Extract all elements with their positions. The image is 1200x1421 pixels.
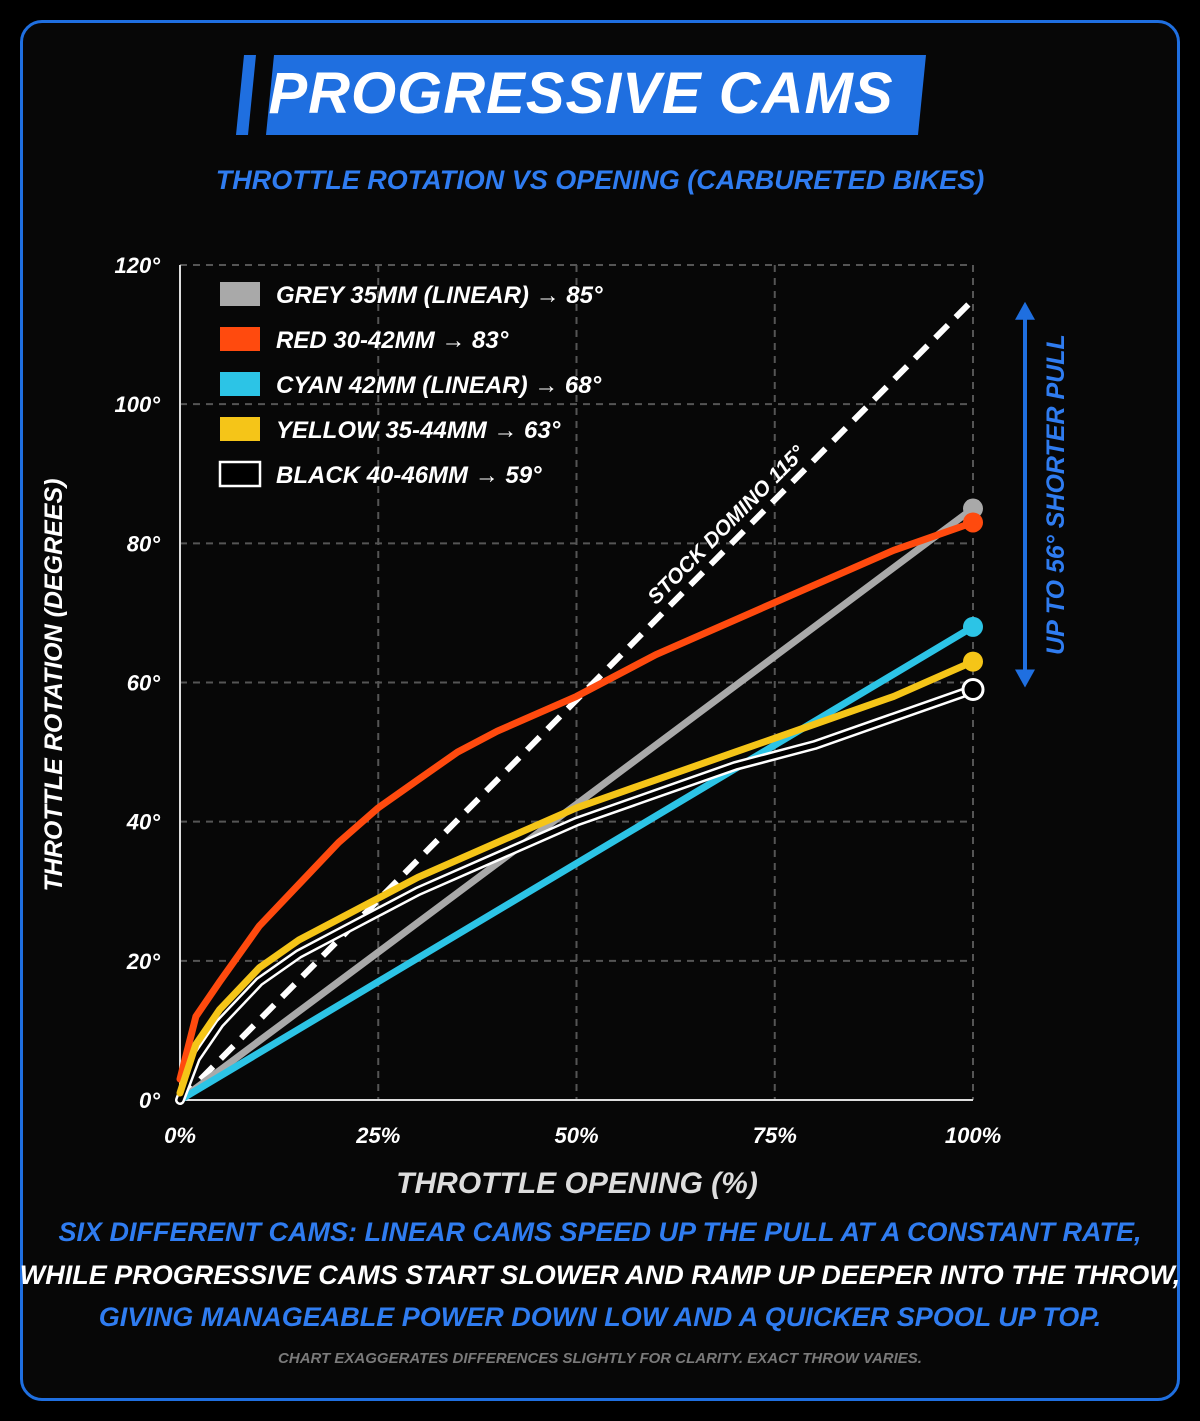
caption-line-2: WHILE PROGRESSIVE CAMS START SLOWER AND …	[19, 1260, 1181, 1290]
legend-label-yellow: YELLOW 35-44MM → 63°	[276, 417, 561, 444]
legend-swatch-yellow	[220, 417, 260, 441]
chart-canvas: 0° 20° 40° 60° 80° 100° 120° 0% 25% 50% 75% 100% THR…	[40, 253, 1070, 1200]
legend-swatch-grey	[220, 282, 260, 306]
x-tick-label: 25%	[355, 1123, 400, 1148]
x-tick-label: 0%	[164, 1123, 196, 1148]
chart-frame	[20, 20, 1180, 1401]
title-banner: PROGRESSIVE CAMS	[236, 55, 926, 135]
legend-swatch-red	[220, 327, 260, 351]
y-tick-label: 120°	[114, 253, 160, 278]
series-line-yellow	[176, 658, 977, 1097]
stock-reference-label: STOCK DOMINO 115°	[643, 441, 810, 609]
x-axis-title: THROTTLE OPENING (%)	[396, 1167, 758, 1200]
legend-label-black: BLACK 40-46MM → 59°	[276, 462, 542, 489]
y-tick-label: 0°	[139, 1088, 160, 1113]
annotation-label: UP TO 56° SHORTER PULL	[1042, 334, 1070, 655]
series-line-cyan	[176, 623, 977, 1104]
x-tick-label: 100%	[945, 1123, 1001, 1148]
series-endpoint-cyan	[963, 616, 983, 637]
series-endpoint-black	[961, 677, 985, 701]
chart-subtitle: THROTTLE ROTATION VS OPENING (CARBURETED…	[215, 165, 985, 195]
series-line-black	[177, 687, 976, 1103]
annotation-arrow-head-top	[1015, 301, 1035, 320]
y-tick-label: 20°	[126, 949, 160, 974]
legend-swatch-black	[218, 460, 262, 488]
banner-shape	[236, 55, 926, 135]
y-tick-label: 80°	[127, 531, 160, 556]
x-tick-label: 50%	[554, 1123, 598, 1148]
series-endpoint-yellow	[963, 651, 983, 672]
caption-line-3: GIVING MANAGEABLE POWER DOWN LOW AND A Q…	[98, 1302, 1102, 1332]
series-endpoint-red	[963, 512, 983, 533]
series-endpoint-grey	[963, 498, 983, 519]
y-tick-label: 100°	[114, 392, 160, 417]
series-line-red	[176, 519, 977, 1083]
y-tick-label: 60°	[127, 671, 160, 696]
legend-swatch-cyan	[220, 372, 260, 396]
y-tick-label: 40°	[126, 810, 160, 835]
legend-label-grey: GREY 35MM (LINEAR) → 85°	[276, 282, 603, 309]
annotation-arrow-head-bottom	[1015, 669, 1035, 688]
legend-label-red: RED 30-42MM → 83°	[276, 327, 509, 354]
footnote: CHART EXAGGERATES DIFFERENCES SLIGHTLY F…	[278, 1350, 922, 1367]
y-axis-title: THROTTLE ROTATION (DEGREES)	[40, 479, 68, 892]
page-title: PROGRESSIVE CAMS	[268, 61, 894, 126]
legend-label-cyan: CYAN 42MM (LINEAR) → 68°	[276, 372, 602, 399]
caption-line-1: SIX DIFFERENT CAMS: LINEAR CAMS SPEED UP…	[58, 1217, 1142, 1247]
x-tick-label: 75%	[753, 1123, 797, 1148]
